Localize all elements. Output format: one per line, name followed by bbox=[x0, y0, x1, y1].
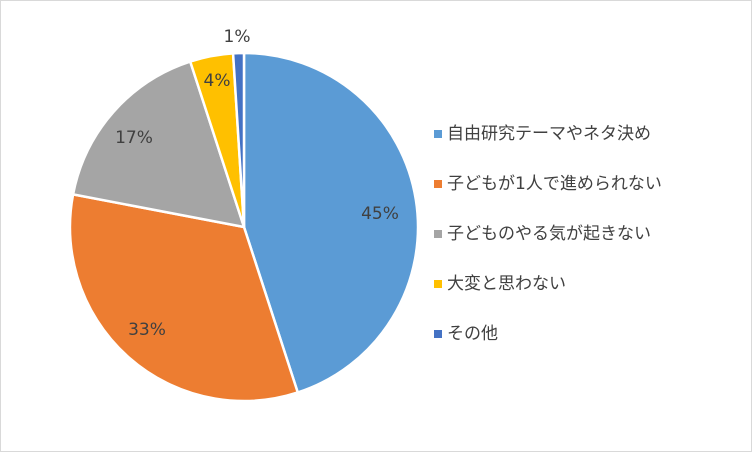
legend-label-2: 子どもが1人で進められない bbox=[447, 174, 662, 194]
data-label-2: 33% bbox=[128, 320, 166, 340]
pie-slices bbox=[68, 51, 420, 403]
legend: 自由研究テーマやネタ決め子どもが1人で進められない子どものやる気が起きない大変と… bbox=[434, 124, 662, 344]
pie-slice-5 bbox=[231, 51, 246, 229]
legend-marker-3 bbox=[434, 230, 442, 238]
legend-marker-4 bbox=[434, 280, 442, 288]
data-labels: 45% 33% 17% 4% 1% bbox=[115, 27, 399, 340]
legend-label-3: 子どものやる気が起きない bbox=[447, 224, 651, 244]
legend-label-4: 大変と思わない bbox=[447, 274, 566, 294]
legend-label-5: その他 bbox=[447, 324, 498, 344]
data-label-4: 4% bbox=[204, 71, 231, 91]
pie-slice-3 bbox=[71, 60, 246, 229]
data-label-3: 17% bbox=[115, 128, 153, 148]
legend-marker-5 bbox=[434, 330, 442, 338]
legend-marker-1 bbox=[434, 130, 442, 138]
data-label-5: 1% bbox=[224, 27, 251, 47]
data-label-1: 45% bbox=[361, 204, 399, 224]
pie-slice-2 bbox=[68, 193, 300, 403]
legend-marker-2 bbox=[434, 180, 442, 188]
pie-slice-1 bbox=[242, 51, 420, 394]
legend-label-1: 自由研究テーマやネタ決め bbox=[447, 124, 651, 144]
